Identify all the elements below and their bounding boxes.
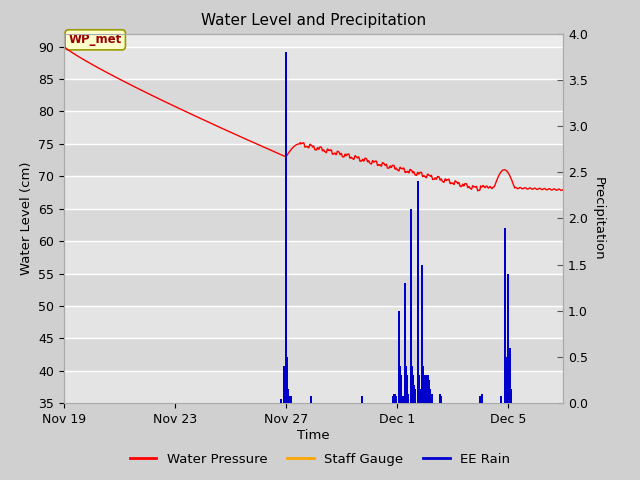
Bar — [394, 394, 396, 403]
Bar — [429, 389, 431, 403]
Bar — [440, 396, 442, 403]
Bar — [500, 396, 502, 403]
Bar — [64, 144, 563, 176]
Bar — [64, 79, 563, 111]
Bar — [438, 394, 440, 403]
Bar — [64, 371, 563, 403]
Bar — [64, 176, 563, 209]
Bar — [405, 366, 407, 403]
Bar — [406, 375, 408, 403]
Bar — [418, 375, 420, 403]
Bar — [422, 366, 424, 403]
Bar — [479, 396, 481, 403]
Bar — [419, 389, 421, 403]
Bar — [361, 396, 363, 403]
Bar — [508, 366, 510, 403]
Bar — [421, 264, 423, 403]
Bar — [64, 274, 563, 306]
Bar — [399, 366, 401, 403]
Bar — [287, 389, 289, 403]
Bar — [413, 385, 415, 403]
Bar — [506, 357, 508, 403]
Bar — [284, 366, 285, 403]
Bar — [424, 375, 426, 403]
Bar — [282, 366, 285, 403]
Bar — [510, 389, 512, 403]
Bar — [395, 396, 397, 403]
Bar — [310, 396, 312, 403]
Bar — [431, 394, 433, 403]
X-axis label: Time: Time — [298, 429, 330, 442]
Legend: Water Pressure, Staff Gauge, EE Rain: Water Pressure, Staff Gauge, EE Rain — [125, 447, 515, 471]
Bar — [286, 357, 288, 403]
Y-axis label: Precipitation: Precipitation — [592, 177, 605, 260]
Bar — [401, 375, 403, 403]
Bar — [425, 375, 427, 403]
Bar — [398, 311, 400, 403]
Bar — [410, 209, 412, 403]
Bar — [64, 209, 563, 241]
Bar — [507, 274, 509, 403]
Bar — [64, 241, 563, 274]
Bar — [64, 338, 563, 371]
Bar — [404, 283, 406, 403]
Bar — [414, 389, 417, 403]
Bar — [64, 306, 563, 338]
Bar — [411, 366, 413, 403]
Bar — [428, 380, 430, 403]
Bar — [481, 394, 483, 403]
Bar — [426, 385, 428, 403]
Bar — [285, 52, 287, 403]
Bar — [289, 396, 292, 403]
Y-axis label: Water Level (cm): Water Level (cm) — [20, 162, 33, 275]
Bar — [504, 228, 506, 403]
Bar — [412, 375, 414, 403]
Bar — [417, 181, 419, 403]
Bar — [280, 398, 282, 403]
Bar — [407, 394, 410, 403]
Bar — [64, 111, 563, 144]
Title: Water Level and Precipitation: Water Level and Precipitation — [201, 13, 426, 28]
Bar — [427, 375, 429, 403]
Bar — [392, 396, 394, 403]
Bar — [64, 47, 563, 79]
Bar — [509, 348, 511, 403]
Text: WP_met: WP_met — [68, 33, 122, 47]
Bar — [401, 396, 404, 403]
